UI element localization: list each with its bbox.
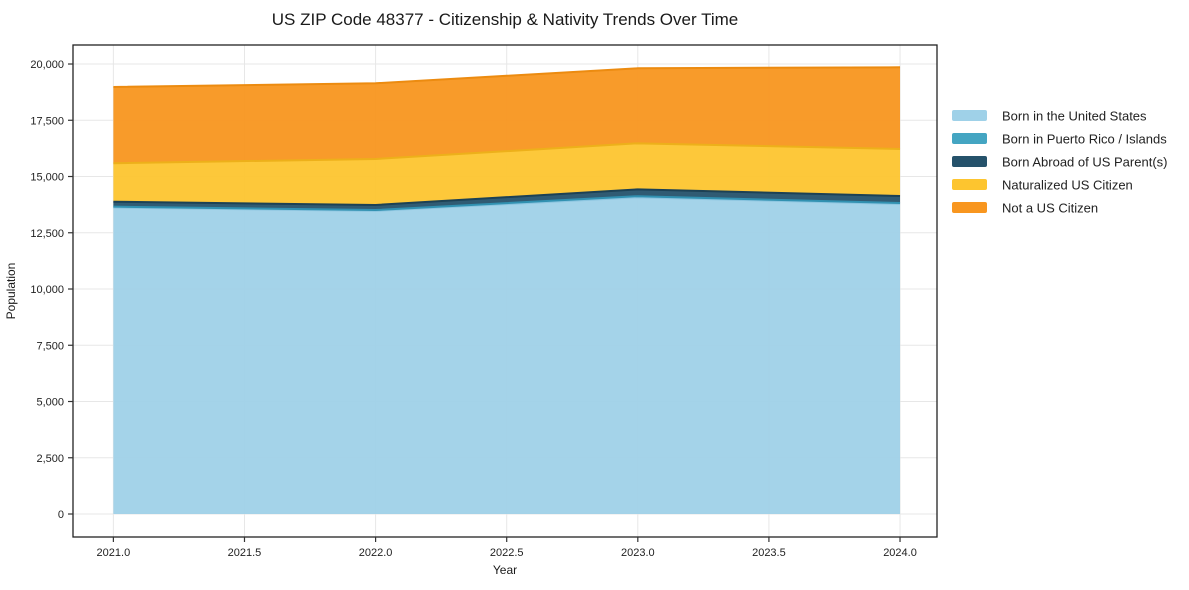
x-axis-label: Year xyxy=(493,563,517,577)
area-not-a-us-citizen xyxy=(113,67,901,164)
x-tick-label: 2021.0 xyxy=(97,547,131,559)
legend: Born in the United States Born in Puerto … xyxy=(952,109,1167,216)
y-axis: 0 2,500 5,000 7,500 10,000 12,500 15,000 17,500… xyxy=(30,59,73,521)
x-tick-label: 2022.0 xyxy=(359,547,393,559)
chart-title: US ZIP Code 48377 - Citizenship & Nativi… xyxy=(272,10,738,29)
y-tick-label: 0 xyxy=(58,509,64,521)
y-tick-label: 17,500 xyxy=(30,115,64,127)
legend-swatch-born-abroad-of-us-parent-s- xyxy=(952,156,987,167)
legend-label-not-a-us-citizen: Not a US Citizen xyxy=(1002,201,1098,216)
legend-label-born-abroad-of-us-parent-s-: Born Abroad of US Parent(s) xyxy=(1002,155,1167,170)
y-tick-label: 15,000 xyxy=(30,172,64,184)
area-edge-not-a-us-citizen xyxy=(113,66,901,88)
y-tick-label: 20,000 xyxy=(30,59,64,71)
y-axis-label: Population xyxy=(4,263,18,320)
y-tick-label: 12,500 xyxy=(30,228,64,240)
y-tick-label: 10,000 xyxy=(30,284,64,296)
x-tick-label: 2022.5 xyxy=(490,547,524,559)
x-tick-label: 2021.5 xyxy=(228,547,262,559)
area-edge-born-in-puerto-rico-islands xyxy=(113,195,901,212)
legend-label-born-in-puerto-rico-islands: Born in Puerto Rico / Islands xyxy=(1002,132,1167,147)
legend-swatch-born-in-the-united-states xyxy=(952,110,987,121)
legend-label-naturalized-us-citizen: Naturalized US Citizen xyxy=(1002,178,1133,193)
stacked-areas xyxy=(113,66,901,515)
y-tick-label: 5,000 xyxy=(36,397,64,409)
legend-swatch-not-a-us-citizen xyxy=(952,202,987,213)
area-naturalized-us-citizen xyxy=(113,143,901,205)
area-edge-born-abroad-of-us-parent-s- xyxy=(113,188,901,206)
area-edge-naturalized-us-citizen xyxy=(113,142,901,165)
legend-swatch-born-in-puerto-rico-islands xyxy=(952,133,987,144)
legend-swatch-naturalized-us-citizen xyxy=(952,179,987,190)
area-born-in-the-united-states xyxy=(113,197,901,515)
y-tick-label: 2,500 xyxy=(36,453,64,465)
y-tick-label: 7,500 xyxy=(36,340,64,352)
legend-label-born-in-the-united-states: Born in the United States xyxy=(1002,109,1147,124)
x-tick-label: 2024.0 xyxy=(883,547,917,559)
plot-border xyxy=(72,44,938,538)
x-tick-label: 2023.5 xyxy=(752,547,786,559)
x-tick-label: 2023.0 xyxy=(621,547,655,559)
x-axis: 2021.0 2021.5 2022.0 2022.5 2023.0 2023.5 2024… xyxy=(97,537,917,559)
